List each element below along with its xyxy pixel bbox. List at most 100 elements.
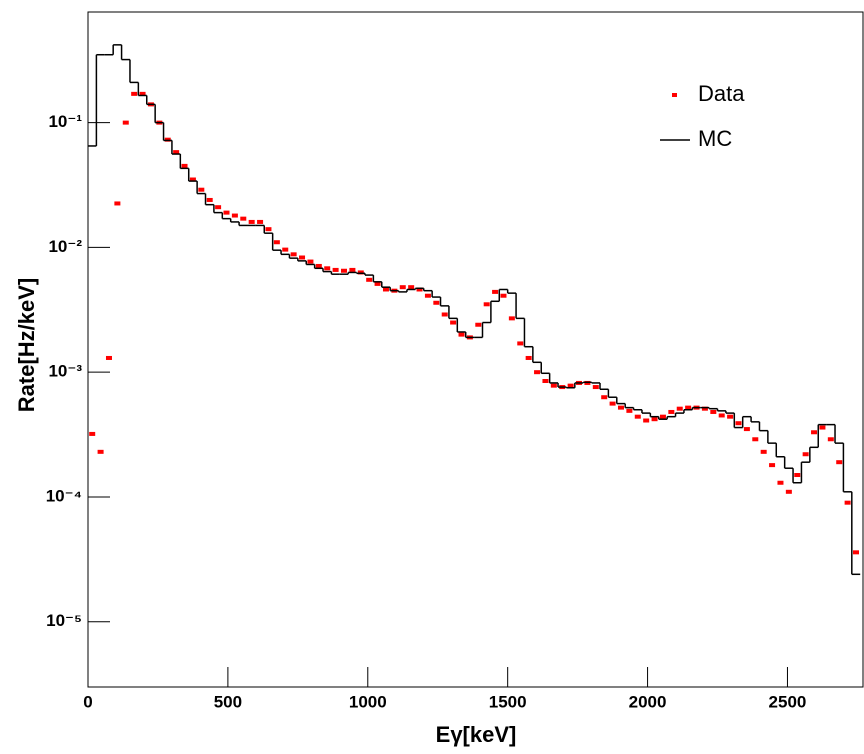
data-point [341, 268, 348, 273]
data-point [609, 401, 616, 406]
data-point [727, 414, 734, 419]
data-point [374, 281, 381, 286]
data-point [701, 406, 708, 411]
data-point [139, 91, 146, 96]
data-point [710, 409, 717, 414]
data-point [811, 430, 818, 435]
data-point [399, 285, 406, 290]
x-tick-label: 0 [83, 692, 92, 711]
data-point [668, 409, 675, 414]
data-point [307, 259, 314, 264]
data-point [844, 500, 851, 505]
y-tick-label: 10⁻³ [48, 362, 82, 381]
data-point [215, 205, 222, 210]
y-tick-label: 10⁻² [48, 237, 82, 256]
plot-frame [87, 11, 864, 688]
data-point [231, 213, 238, 218]
data-point [122, 120, 129, 125]
data-point [349, 267, 356, 272]
data-point [332, 267, 339, 272]
data-point [366, 277, 373, 282]
data-point [592, 385, 599, 390]
x-tick-label: 2000 [629, 692, 667, 711]
data-point [273, 240, 280, 245]
data-point [525, 355, 532, 360]
data-point [433, 300, 440, 305]
data-point [424, 293, 431, 298]
data-point [836, 460, 843, 465]
data-point [819, 425, 826, 430]
data-point [173, 150, 180, 155]
data-point [492, 289, 499, 294]
data-point [743, 427, 750, 432]
data-point [357, 270, 364, 275]
data-point [643, 418, 650, 423]
data-point [189, 177, 196, 182]
data-point [718, 413, 725, 418]
data-point [685, 405, 692, 410]
data-point [785, 489, 792, 494]
data-point [475, 322, 482, 327]
data-point [508, 316, 515, 321]
data-point [450, 320, 457, 325]
data-point [794, 472, 801, 477]
data-point [416, 287, 423, 292]
data-point [315, 263, 322, 268]
data-point [626, 408, 633, 413]
data-point [89, 431, 96, 436]
data-point [542, 378, 549, 383]
data-point [324, 266, 331, 271]
data-point [853, 550, 860, 555]
data-point [240, 216, 247, 221]
data-point [500, 293, 507, 298]
legend-label: MC [698, 126, 732, 151]
y-tick-label: 10⁻⁴ [46, 486, 82, 505]
data-point [601, 395, 608, 400]
data-point [760, 449, 767, 454]
data-point [441, 312, 448, 317]
x-tick-label: 500 [214, 692, 242, 711]
data-point [408, 285, 415, 290]
x-tick-label: 1000 [349, 692, 387, 711]
data-point [131, 91, 138, 96]
data-point [617, 405, 624, 410]
data-point [257, 219, 264, 224]
data-point [299, 255, 306, 260]
y-tick-label: 10⁻⁵ [46, 611, 82, 630]
data-point [802, 452, 809, 457]
data-point [769, 463, 776, 468]
data-point [550, 383, 557, 388]
x-axis-label: Eγ[keV] [436, 722, 517, 747]
data-point [248, 219, 255, 224]
y-tick-label: 10⁻¹ [48, 112, 82, 131]
data-point [827, 437, 834, 442]
data-point [382, 287, 389, 292]
data-point [223, 210, 230, 215]
data-point [282, 247, 289, 252]
data-point [114, 201, 121, 206]
data-point [265, 227, 272, 232]
data-point [517, 341, 524, 346]
data-point [483, 302, 490, 307]
data-point [97, 449, 104, 454]
data-point [534, 370, 541, 375]
x-tick-label: 2500 [769, 692, 807, 711]
x-tick-label: 1500 [489, 692, 527, 711]
legend-marker [672, 93, 677, 97]
data-point [651, 417, 658, 422]
legend-label: Data [698, 81, 745, 106]
data-point [290, 252, 297, 257]
data-point [458, 332, 465, 337]
data-point [634, 414, 641, 419]
data-point [206, 197, 213, 202]
data-point [198, 187, 205, 192]
data-point [777, 480, 784, 485]
data-point [105, 355, 112, 360]
data-point [676, 406, 683, 411]
data-point [735, 421, 742, 426]
data-point [181, 163, 188, 168]
y-axis-label: Rate[Hz/keV] [14, 278, 39, 412]
data-point [752, 437, 759, 442]
data-point [567, 383, 574, 388]
